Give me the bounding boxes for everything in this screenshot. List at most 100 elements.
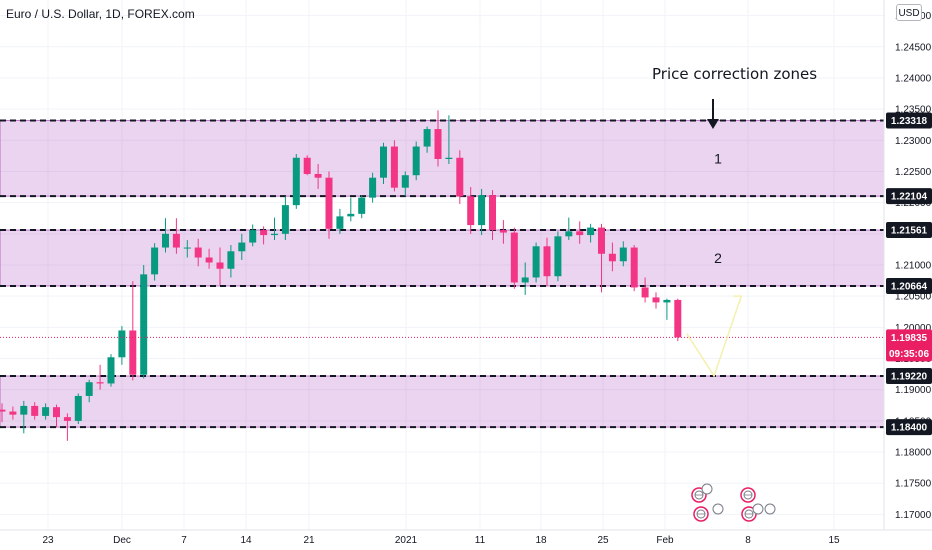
x-tick-label: 7: [181, 535, 187, 546]
badge-circle: [712, 503, 724, 515]
candle-body: [619, 247, 627, 262]
level-tag-bg: [886, 188, 932, 205]
candle-body: [63, 417, 71, 421]
level-tag-bg: [886, 367, 932, 384]
candle-body: [489, 195, 496, 231]
candle-body: [194, 247, 202, 258]
price-axis[interactable]: 1.255001.250001.245001.240001.235001.230…: [883, 0, 932, 550]
candle-body: [0, 409, 6, 412]
y-tick-label: 1.18000: [895, 448, 932, 459]
level-tag-bg: [886, 419, 932, 436]
level-tag-text: 1.22104: [891, 192, 928, 203]
time-axis[interactable]: 23 Dec 7 14 21 2021 11 18 25 Feb 8 15: [0, 529, 932, 550]
zone-rect: [0, 119, 885, 197]
candle-body: [456, 157, 464, 197]
candle-body: [303, 157, 311, 174]
candle-body: [554, 236, 562, 277]
x-tick-label: 23: [42, 535, 54, 546]
level-tag-bg: [886, 222, 932, 239]
event-globe-icon[interactable]: [693, 506, 709, 522]
projection-path: [686, 295, 743, 378]
candle-body: [663, 299, 671, 303]
candle-body: [565, 231, 573, 237]
badge-circle: [701, 483, 713, 495]
candle-body: [162, 233, 169, 248]
badge-circle: [752, 503, 764, 515]
currency-badge[interactable]: USD: [896, 4, 922, 21]
down-arrowhead-icon: [707, 119, 719, 129]
correction-zones: 12: [0, 119, 885, 429]
y-tick-label: 1.22500: [895, 167, 932, 178]
y-tick-label: 1.19000: [895, 385, 932, 396]
candle-body: [652, 297, 660, 303]
event-count-badge[interactable]: [752, 503, 764, 515]
candle-body: [205, 257, 213, 263]
event-markers[interactable]: [691, 483, 776, 522]
candle-body: [499, 230, 507, 233]
x-tick-label: 2021: [395, 535, 418, 546]
candle-body: [216, 262, 224, 269]
candle-body: [74, 395, 82, 421]
y-tick-label: 1.20000: [895, 323, 932, 334]
y-tick-label: 1.21000: [895, 261, 932, 272]
x-tick-label: 25: [597, 535, 609, 546]
price-tag-countdown: 09:35:06: [889, 349, 929, 360]
candle-body: [96, 382, 104, 384]
candle-body: [129, 330, 137, 375]
candle-body: [532, 246, 540, 278]
candle-body: [292, 157, 300, 206]
event-count-badge[interactable]: [701, 483, 713, 495]
candle-body: [401, 175, 409, 188]
level-tag-text: 1.18400: [891, 423, 928, 434]
event-globe-icon[interactable]: [740, 487, 756, 503]
candle-body: [478, 195, 486, 226]
candle-body: [390, 146, 398, 188]
level-tag-text: 1.20664: [891, 281, 928, 292]
x-tick-label: 8: [745, 535, 751, 546]
badge-circle: [764, 503, 776, 515]
y-tick-label: 1.20500: [895, 292, 932, 303]
x-tick-label: 18: [535, 535, 547, 546]
level-tag-bg: [886, 112, 932, 129]
time-axis-bg: [0, 530, 932, 550]
candle-body: [543, 246, 551, 277]
candle-body: [358, 197, 366, 214]
candle-body: [587, 227, 595, 236]
event-count-badge[interactable]: [764, 503, 776, 515]
candle-body: [608, 253, 616, 262]
projection-line: [686, 295, 743, 378]
event-count-badge[interactable]: [712, 503, 724, 515]
gridlines: [0, 0, 884, 530]
candle-body: [630, 247, 638, 288]
candle-body: [521, 277, 529, 283]
y-tick-label: 1.23000: [895, 136, 932, 147]
candle-body: [336, 216, 344, 229]
candle-body: [151, 247, 159, 275]
zone-rect: [0, 375, 885, 428]
x-tick-label: Dec: [113, 535, 131, 546]
candle-body: [510, 232, 518, 283]
level-tag-text: 1.21561: [891, 226, 928, 237]
candle-body: [260, 230, 268, 236]
candle-body: [576, 231, 584, 236]
zone-label: 2: [714, 250, 722, 266]
x-tick-label: 14: [240, 535, 252, 546]
candle-body: [412, 146, 420, 176]
candle-body: [118, 330, 126, 358]
x-tick-label: Feb: [656, 535, 674, 546]
candle-body: [467, 196, 475, 226]
candle-body: [107, 357, 115, 384]
symbol-title: Euro / U.S. Dollar, 1D, FOREX.com: [6, 7, 195, 21]
x-tick-label: 15: [828, 535, 840, 546]
candle-body: [369, 177, 377, 198]
projection-arrowhead-icon: [733, 295, 743, 304]
level-tag-bg: [886, 277, 932, 294]
candle-body: [53, 407, 60, 418]
price-tag-bg: [886, 329, 932, 362]
candle-body: [434, 129, 442, 159]
y-tick-label: 1.17000: [895, 510, 932, 521]
x-tick-label: 21: [303, 535, 315, 546]
level-tag-text: 1.23318: [891, 116, 928, 127]
annotation-text: Price correction zones: [652, 65, 818, 83]
